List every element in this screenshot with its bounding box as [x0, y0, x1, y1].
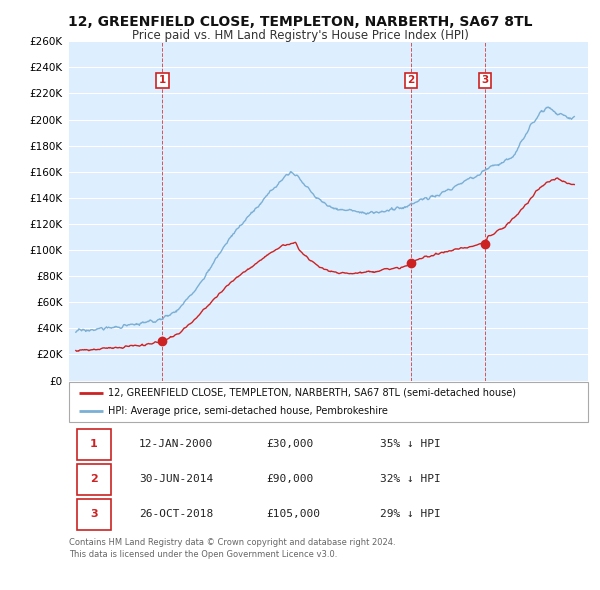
Text: 30-JUN-2014: 30-JUN-2014 [139, 474, 214, 484]
Text: 2: 2 [90, 474, 98, 484]
FancyBboxPatch shape [77, 464, 110, 494]
Text: 1: 1 [90, 440, 98, 450]
Text: Price paid vs. HM Land Registry's House Price Index (HPI): Price paid vs. HM Land Registry's House … [131, 30, 469, 42]
Text: Contains HM Land Registry data © Crown copyright and database right 2024.: Contains HM Land Registry data © Crown c… [69, 538, 395, 547]
Text: 2: 2 [407, 76, 415, 86]
Text: 26-OCT-2018: 26-OCT-2018 [139, 509, 214, 519]
FancyBboxPatch shape [77, 499, 110, 530]
FancyBboxPatch shape [77, 429, 110, 460]
Text: 32% ↓ HPI: 32% ↓ HPI [380, 474, 441, 484]
Text: 35% ↓ HPI: 35% ↓ HPI [380, 440, 441, 450]
Text: 3: 3 [482, 76, 489, 86]
Text: This data is licensed under the Open Government Licence v3.0.: This data is licensed under the Open Gov… [69, 550, 337, 559]
Text: HPI: Average price, semi-detached house, Pembrokeshire: HPI: Average price, semi-detached house,… [108, 406, 388, 416]
Text: 1: 1 [159, 76, 166, 86]
Text: 12, GREENFIELD CLOSE, TEMPLETON, NARBERTH, SA67 8TL (semi-detached house): 12, GREENFIELD CLOSE, TEMPLETON, NARBERT… [108, 388, 516, 398]
Text: 12, GREENFIELD CLOSE, TEMPLETON, NARBERTH, SA67 8TL: 12, GREENFIELD CLOSE, TEMPLETON, NARBERT… [68, 15, 532, 29]
Text: 3: 3 [90, 509, 97, 519]
Text: 12-JAN-2000: 12-JAN-2000 [139, 440, 214, 450]
Text: £90,000: £90,000 [266, 474, 313, 484]
Text: £30,000: £30,000 [266, 440, 313, 450]
Text: £105,000: £105,000 [266, 509, 320, 519]
Text: 29% ↓ HPI: 29% ↓ HPI [380, 509, 441, 519]
